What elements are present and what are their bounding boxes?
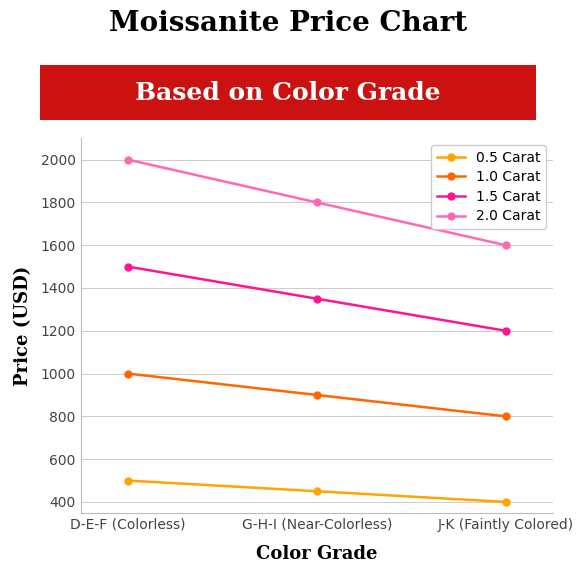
Legend: 0.5 Carat, 1.0 Carat, 1.5 Carat, 2.0 Carat: 0.5 Carat, 1.0 Carat, 1.5 Carat, 2.0 Car… xyxy=(431,145,546,229)
Y-axis label: Price (USD): Price (USD) xyxy=(14,266,32,385)
Text: Moissanite Price Chart: Moissanite Price Chart xyxy=(109,10,467,37)
FancyBboxPatch shape xyxy=(40,65,536,120)
X-axis label: Color Grade: Color Grade xyxy=(256,545,377,563)
Text: Based on Color Grade: Based on Color Grade xyxy=(135,81,441,104)
